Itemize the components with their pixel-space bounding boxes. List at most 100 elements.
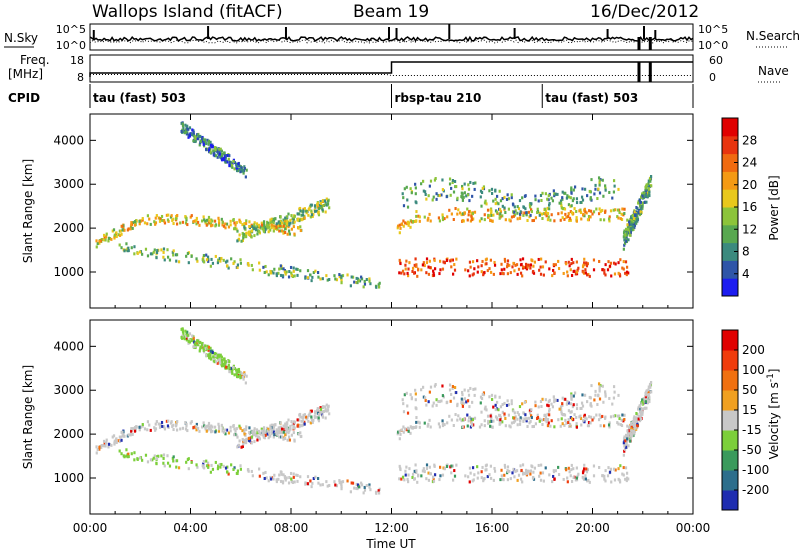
velocity-cell (504, 417, 507, 421)
power-cell (541, 191, 544, 195)
velocity-cell (203, 466, 206, 470)
velocity-cell (225, 470, 229, 474)
velocity-cell (185, 460, 188, 464)
power-cell (625, 270, 629, 274)
velocity-cell (176, 420, 179, 424)
power-cell (174, 217, 178, 221)
power-cell (404, 267, 407, 271)
power-cell (228, 154, 231, 158)
power-cell (504, 218, 507, 222)
velocity-cell (415, 469, 418, 473)
velocity-cell (96, 448, 99, 452)
velocity-cell (572, 467, 575, 471)
power-cell (608, 190, 611, 194)
power-cell (448, 177, 452, 181)
velocity-cell (245, 441, 248, 445)
velocity-cell (239, 464, 242, 468)
velocity-cell (212, 355, 215, 359)
velocity-cell (559, 405, 563, 409)
power-cell (206, 138, 209, 142)
power-cell (313, 204, 317, 208)
power-cell (321, 208, 324, 212)
velocity-cell (245, 425, 248, 429)
velocity-cell (553, 400, 556, 404)
power-cell (565, 262, 568, 266)
velocity-cell (273, 433, 276, 437)
velocity-cell (105, 438, 108, 442)
velocity-cell (647, 388, 650, 392)
velocity-cell (583, 393, 587, 397)
velocity-cell (320, 410, 323, 414)
power-cell (566, 270, 569, 274)
velocity-cell (270, 432, 273, 436)
velocity-cell (466, 399, 470, 403)
velocity-cell (163, 425, 166, 429)
velocity-cell (604, 392, 607, 396)
velocity-cell (411, 472, 415, 476)
power-cell (243, 165, 246, 169)
power-cell (194, 138, 197, 142)
power-cell (641, 201, 644, 205)
power-cell (589, 209, 593, 213)
power-cell (641, 206, 644, 210)
velocity-cell (210, 430, 213, 434)
power-cell (540, 257, 543, 261)
power-cell (304, 276, 307, 280)
power-cell (155, 214, 158, 218)
velocity-cell (598, 385, 601, 389)
power-cell (429, 219, 432, 223)
power-cell (296, 267, 299, 271)
velocity-cell (206, 344, 209, 348)
velocity-cell (612, 396, 616, 400)
velocity-cell (567, 409, 571, 413)
power-cell (518, 199, 522, 203)
power-cell (133, 220, 137, 224)
velocity-cell (270, 423, 273, 427)
velocity-cell (407, 473, 410, 477)
nsky-left-tick-bottom: 10^0 (56, 39, 86, 52)
velocity-cell (214, 430, 217, 434)
power-cell (146, 214, 150, 218)
velocity-cell (163, 464, 166, 468)
velocity-cell (253, 432, 256, 436)
power-cell (548, 203, 551, 207)
velocity-cell (396, 432, 399, 436)
power-cell (183, 131, 186, 135)
power-cell (456, 196, 459, 200)
velocity-cell (208, 356, 211, 360)
power-cell (467, 210, 471, 214)
freq-left-tick-bottom: 8 (77, 71, 84, 84)
velocity-cell (401, 398, 404, 402)
freq-strip-frame (89, 54, 694, 83)
power-cell (185, 216, 188, 220)
velocity-cell (623, 413, 626, 417)
velocity-cell (281, 427, 284, 431)
velocity-cell (422, 385, 425, 389)
velocity-cell (234, 429, 237, 433)
power-cell (451, 180, 454, 184)
power-cell (151, 252, 154, 256)
power-cell (233, 260, 236, 264)
velocity-cell (471, 466, 475, 470)
power-cell (581, 198, 585, 202)
power-cell (358, 279, 362, 283)
colorbar-tick-label: 4 (742, 267, 750, 281)
power-cell (185, 132, 189, 136)
velocity-cell (236, 472, 239, 476)
power-cell (154, 222, 157, 226)
velocity-cell (591, 418, 594, 422)
velocity-scatter (95, 327, 653, 495)
power-cell (245, 219, 248, 223)
power-cell (202, 139, 206, 143)
velocity-cell (264, 433, 267, 437)
power-cell (461, 212, 465, 216)
power-cell (154, 216, 157, 220)
velocity-cell (576, 474, 579, 478)
velocity-cell (125, 448, 128, 452)
velocity-cell (197, 339, 200, 343)
power-cell (269, 228, 272, 232)
velocity-cell (456, 402, 459, 406)
velocity-cell (501, 403, 504, 407)
velocity-cell (222, 364, 226, 368)
power-cell (267, 221, 270, 225)
